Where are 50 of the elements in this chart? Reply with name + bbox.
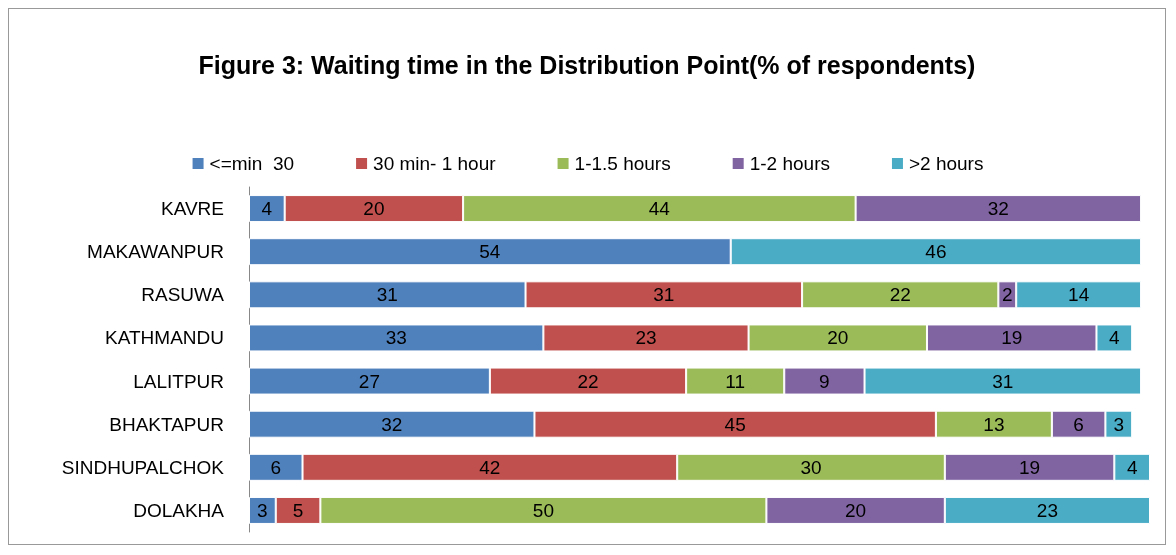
y-tick-label: KATHMANDU (105, 327, 224, 349)
data-label: 44 (648, 198, 671, 220)
legend-label: >2 hours (908, 153, 984, 174)
data-label: 13 (983, 413, 1005, 435)
data-label: 4 (1126, 456, 1138, 478)
data-label: 27 (358, 370, 380, 392)
legend-label: 1-2 hours (749, 153, 830, 174)
data-label: 3 (1113, 413, 1125, 435)
data-label: 31 (992, 370, 1014, 392)
data-label: 23 (635, 327, 657, 349)
data-label: 30 (800, 456, 822, 478)
data-label: 4 (1109, 327, 1121, 349)
data-label: 20 (845, 499, 867, 521)
data-label: 19 (1019, 456, 1041, 478)
data-label: 9 (819, 370, 830, 392)
legend-label: 1-1.5 hours (574, 153, 671, 174)
data-label: 2 (1001, 284, 1013, 306)
y-tick-label: KAVRE (160, 198, 224, 220)
data-label: 22 (889, 284, 911, 306)
data-label: 19 (1001, 327, 1023, 349)
legend-label: <=min 30 (209, 153, 295, 174)
legend-label: 30 min- 1 hour (373, 153, 497, 174)
data-label: 45 (724, 413, 746, 435)
data-label: 31 (653, 284, 675, 306)
data-label: 6 (1073, 413, 1084, 435)
chart-title: Figure 3: Waiting time in the Distribution Point(% of respondents) (198, 50, 976, 79)
data-label: 11 (725, 370, 746, 392)
data-label: 4 (261, 198, 273, 220)
data-label: 20 (363, 198, 385, 220)
data-label: 54 (479, 241, 501, 263)
data-label: 23 (1036, 499, 1058, 521)
data-label: 5 (292, 499, 304, 521)
data-label: 50 (532, 499, 554, 521)
data-label: 32 (381, 413, 403, 435)
data-label: 14 (1068, 284, 1090, 306)
y-tick-label: SINDHUPALCHOK (61, 456, 225, 478)
data-label: 6 (270, 456, 282, 478)
data-label: 42 (479, 456, 501, 478)
data-label: 20 (827, 327, 849, 349)
data-label: 3 (257, 499, 268, 521)
data-label: 33 (385, 327, 407, 349)
y-tick-label: DOLAKHA (133, 499, 225, 521)
data-label: 31 (376, 284, 398, 306)
data-label: 32 (987, 198, 1009, 220)
y-tick-label: RASUWA (141, 284, 225, 306)
y-tick-label: MAKAWANPUR (87, 241, 224, 263)
data-label: 46 (925, 241, 947, 263)
y-tick-label: LALITPUR (133, 370, 224, 392)
data-label: 22 (577, 370, 599, 392)
y-tick-label: BHAKTAPUR (109, 413, 224, 435)
